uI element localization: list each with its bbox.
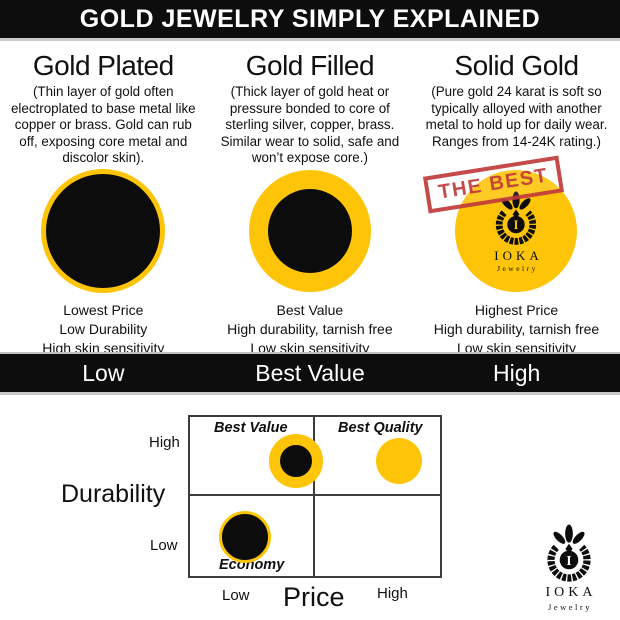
quadrant-chart: Best Value Best Quality Economy bbox=[188, 415, 442, 578]
gold-plated-bubble-icon bbox=[219, 511, 271, 563]
x-axis-title: Price bbox=[283, 582, 345, 612]
stat-line: Low skin sensitivity bbox=[250, 339, 370, 356]
brand-tagline: Jewelry bbox=[548, 602, 592, 612]
column-stats: Highest Price High durability, tarnish f… bbox=[418, 301, 615, 357]
y-axis-low-label: Low bbox=[150, 537, 178, 554]
circle-wrap: THE BEST IOKA Jewelry bbox=[418, 155, 615, 296]
gold-filled-bubble-icon bbox=[269, 434, 323, 488]
column-description: (Thin layer of gold often electroplated … bbox=[10, 84, 196, 166]
y-axis-title: Durability bbox=[61, 480, 166, 508]
brand-tagline: Jewelry bbox=[497, 264, 538, 274]
x-axis-high-label: High bbox=[377, 585, 408, 602]
footer-brand-logo: IOKA Jewelry bbox=[532, 524, 606, 612]
column-heading: Gold Filled bbox=[245, 50, 375, 81]
brand-name: IOKA bbox=[545, 585, 597, 600]
stat-line: High skin sensitivity bbox=[42, 339, 165, 356]
column-solid-gold: Solid Gold (Pure gold 24 karat is soft s… bbox=[413, 46, 620, 357]
column-gold-filled: Gold Filled (Thick layer of gold heat or… bbox=[207, 46, 414, 357]
stat-line: Best Value bbox=[276, 302, 344, 319]
x-axis-low-label: Low bbox=[222, 587, 250, 604]
column-description: (Pure gold 24 karat is soft so typically… bbox=[425, 84, 608, 149]
value-bar-best-value: Best Value bbox=[255, 359, 365, 386]
column-description: (Thick layer of gold heat or pressure bo… bbox=[220, 84, 400, 166]
ioka-crest-icon bbox=[539, 524, 599, 584]
value-bar: Low Best Value High bbox=[0, 352, 620, 395]
solid-gold-bubble-icon bbox=[376, 438, 422, 484]
value-bar-low: Low bbox=[82, 359, 125, 386]
title-bar: GOLD JEWELRY SIMPLY EXPLAINED bbox=[0, 0, 620, 41]
circle-wrap bbox=[212, 166, 409, 296]
stat-line: Low skin sensitivity bbox=[456, 339, 576, 356]
stat-line: High durability, tarnish free bbox=[433, 320, 600, 337]
stat-line: High durability, tarnish free bbox=[227, 320, 393, 337]
stat-line: Lowest Price bbox=[63, 302, 144, 319]
column-stats: Lowest Price Low Durability High skin se… bbox=[5, 301, 202, 357]
solid-gold-circle-icon: THE BEST IOKA Jewelry bbox=[423, 155, 578, 293]
stat-line: Highest Price bbox=[474, 302, 559, 319]
gold-filled-circle-icon bbox=[248, 170, 371, 293]
quadrant-label-best-value: Best Value bbox=[214, 420, 288, 436]
value-bar-high: High bbox=[493, 359, 541, 386]
y-axis-high-label: High bbox=[149, 434, 180, 451]
brand-name: IOKA bbox=[494, 248, 543, 264]
page-title: GOLD JEWELRY SIMPLY EXPLAINED bbox=[79, 4, 541, 33]
comparison-columns: Gold Plated (Thin layer of gold often el… bbox=[0, 46, 620, 357]
quadrant-label-best-quality: Best Quality bbox=[338, 420, 423, 436]
circle-wrap bbox=[5, 166, 202, 296]
column-heading: Solid Gold bbox=[454, 50, 579, 81]
column-heading: Gold Plated bbox=[32, 50, 174, 81]
gold-plated-circle-icon bbox=[41, 169, 166, 294]
column-gold-plated: Gold Plated (Thin layer of gold often el… bbox=[0, 46, 207, 357]
column-stats: Best Value High durability, tarnish free… bbox=[212, 301, 409, 357]
stat-line: Low Durability bbox=[59, 320, 148, 337]
chart-vertical-divider bbox=[313, 417, 315, 576]
chart-horizontal-divider bbox=[190, 494, 440, 496]
